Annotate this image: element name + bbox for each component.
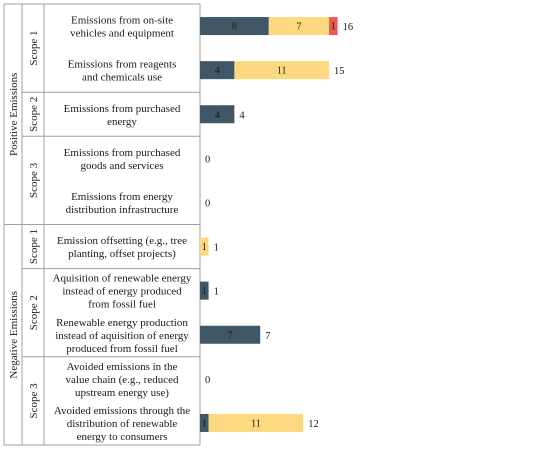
category-label-line: instead of energy produced [62, 286, 182, 298]
scope-label: Scope 3 [28, 162, 40, 198]
bar-segment-dark [200, 325, 261, 344]
bar-total-label: 0 [205, 198, 210, 209]
scope-label: Scope 1 [28, 229, 40, 264]
category-label: Aquisition of renewable energy instead of… [53, 273, 192, 311]
category-label-line: goods and services [80, 160, 163, 172]
category-label-line: energy [107, 116, 137, 128]
category-label-line: instead of aquisition of energy [55, 330, 189, 342]
category-label-line: Emissions from purchased [64, 147, 181, 159]
segment-value-label: 8 [232, 22, 237, 33]
category-label-line: vehicles and equipment [70, 28, 174, 40]
category-label: Emissions from reagents and chemicals use [68, 59, 177, 84]
bar-total-label: 0 [205, 154, 210, 165]
scope-label: Scope 2 [28, 97, 40, 132]
category-label-line: Emissions from reagents [68, 59, 177, 71]
segment-value-label: 1 [202, 242, 207, 253]
bar-segment-red [329, 17, 338, 36]
bar-total-label: 7 [265, 331, 270, 342]
bar-total-label: 0 [205, 375, 210, 386]
bar-segment-dark [200, 61, 235, 80]
segment-value-label: 11 [251, 418, 261, 429]
scope-label: Scope 2 [28, 295, 40, 330]
frame-layer [3, 3, 201, 446]
category-label: Emissions from energy distribution infras… [66, 191, 179, 216]
bar-segment-dark [200, 413, 209, 432]
category-label-line: value chain (e.g., reduced [66, 374, 179, 386]
segment-value-label: 7 [228, 330, 233, 341]
category-label-line: Avoided emissions in the [67, 361, 178, 373]
category-label-line: upstream energy use) [75, 387, 169, 399]
bar-segment-light [234, 61, 329, 80]
bar-segment-light [268, 17, 329, 36]
category-label: Emissions from purchased energy [64, 103, 181, 128]
category-label: Emissions from on-site vehicles and equip… [70, 15, 174, 40]
bar-total-label: 15 [334, 66, 345, 77]
category-label: Avoided emissions in the value chain (e.g… [66, 361, 179, 399]
segment-value-label: 7 [296, 22, 301, 33]
category-label-line: Avoided emissions through the [54, 405, 190, 417]
category-label-line: Emissions from purchased [64, 103, 181, 115]
segment-value-label: 11 [277, 66, 287, 77]
category-label-line: Emissions from energy [71, 191, 173, 203]
bar-segment-light [208, 413, 304, 432]
bar-segment-dark [200, 17, 269, 36]
bar-segment-dark [200, 105, 235, 124]
category-label-line: Renewable energy production [56, 317, 188, 329]
segment-value-label: 4 [215, 66, 220, 77]
bar-total-label: 12 [308, 419, 319, 430]
segment-value-label: 4 [215, 110, 220, 121]
category-label-line: planting, offset projects) [68, 248, 176, 260]
category-label: Avoided emissions through the distributio… [54, 405, 190, 443]
group-label: Negative Emissions [8, 291, 20, 379]
bar-total-label: 16 [343, 22, 354, 33]
bar-segment-dark [200, 281, 209, 300]
segment-value-label: 1 [202, 418, 207, 429]
category-label-line: from fossil fuel [88, 299, 156, 311]
bar-total-label: 1 [214, 243, 219, 254]
category-label: Emission offsetting (e.g., tree planting,… [57, 235, 187, 260]
segment-value-label: 1 [331, 22, 336, 33]
category-label-line: distribution infrastructure [66, 204, 179, 216]
category-label: Renewable energy production instead of aq… [55, 317, 189, 355]
label-layer: Positive Emissions Negative Emissions Scop… [8, 15, 192, 443]
category-label-line: Emissions from on-site [71, 15, 173, 27]
bar-segment-light [200, 237, 209, 256]
category-label-line: Emission offsetting (e.g., tree [57, 235, 187, 247]
scope-label: Scope 3 [28, 383, 40, 419]
category-label-line: and chemicals use [82, 72, 162, 84]
category-label-line: produced from fossil fuel [66, 343, 178, 355]
category-label-line: distribution of renewable [67, 418, 178, 430]
segment-value-label: 1 [202, 286, 207, 297]
bar-total-label: 1 [214, 287, 219, 298]
scope-label: Scope 1 [28, 31, 40, 66]
category-label-line: energy to consumers [77, 431, 168, 443]
bar-total-label: 4 [239, 110, 245, 121]
category-label-line: Aquisition of renewable energy [53, 273, 192, 285]
group-label: Positive Emissions [8, 73, 20, 156]
category-label: Emissions from purchased goods and servic… [64, 147, 181, 172]
